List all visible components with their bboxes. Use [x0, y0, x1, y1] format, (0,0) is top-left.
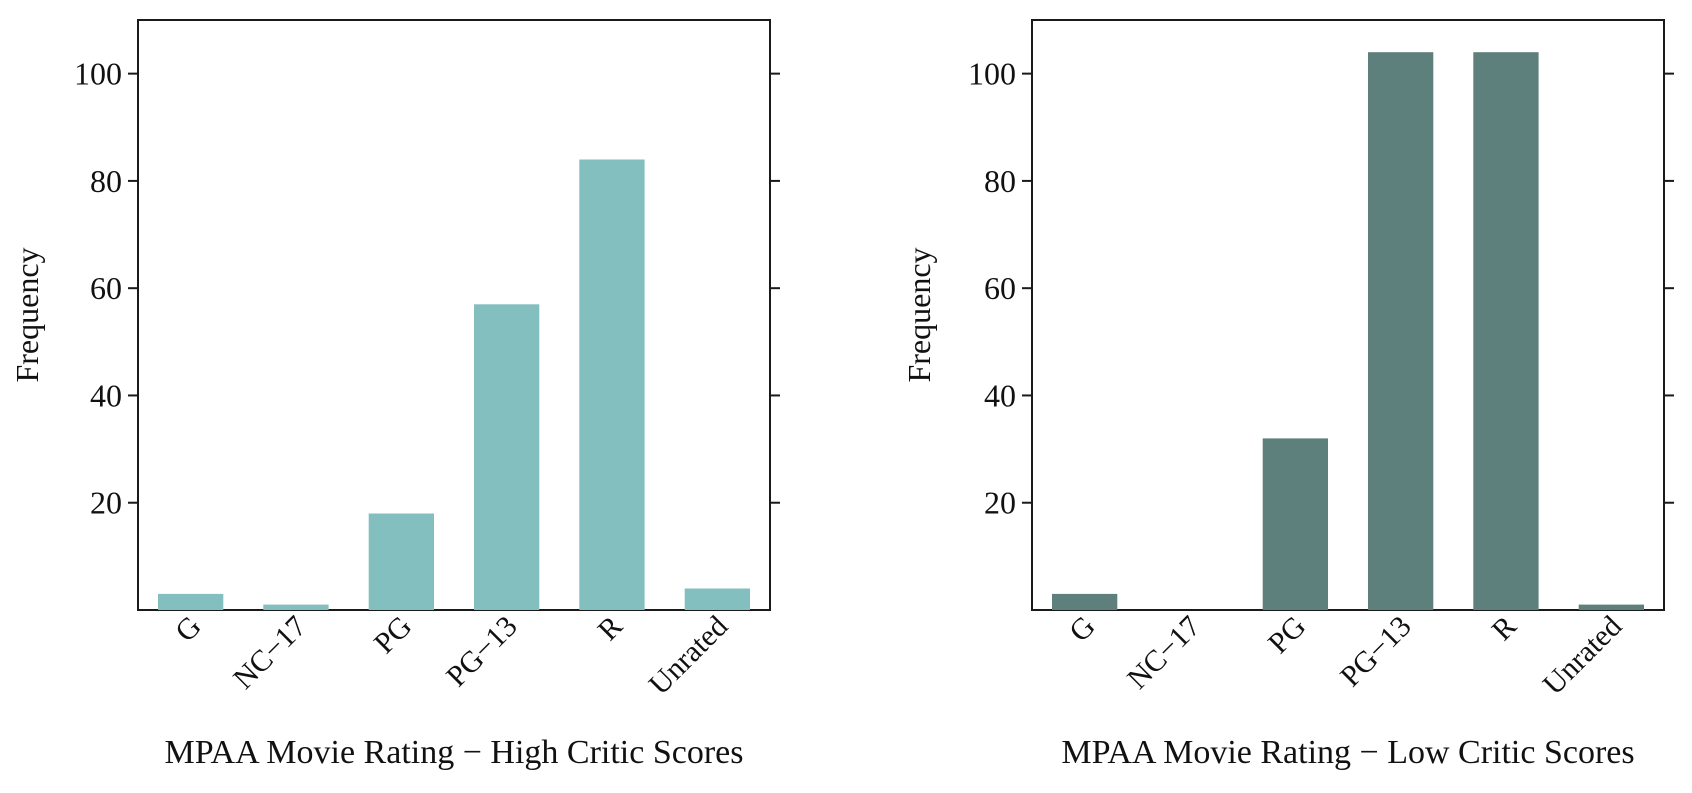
bar-3 [474, 304, 540, 610]
x-tick-label-2: PG [368, 610, 418, 660]
x-tick-label-0: G [1063, 610, 1102, 649]
x-tick-label-5: Unrated [643, 610, 735, 702]
x-tick-label-3: PG−13 [1334, 610, 1418, 694]
y-axis-label: Frequency [9, 247, 45, 382]
bar-4 [1473, 52, 1539, 610]
x-tick-label-0: G [169, 610, 208, 649]
bar-2 [1262, 438, 1328, 610]
x-tick-label-4: R [1485, 610, 1522, 647]
chart-panel-low-critic: G NC−17 PG PG−13 R Unrated 20 40 60 80 100 Frequenc… [901, 19, 1674, 771]
chart-panel-high-critic: G NC−17 PG PG−13 R Unrated 20 40 60 80 100 Frequenc… [9, 19, 780, 771]
y-tick-label-4: 100 [968, 56, 1016, 92]
x-axis-label: MPAA Movie Rating − Low Critic Scores [1061, 734, 1634, 771]
y-tick-label-2: 60 [90, 270, 122, 306]
bar-0 [1052, 593, 1118, 610]
x-tick-label-2: PG [1262, 610, 1312, 660]
bar-1 [263, 604, 329, 610]
x-tick-label-5: Unrated [1537, 610, 1629, 702]
y-tick-label-1: 40 [984, 377, 1016, 413]
x-axis-label: MPAA Movie Rating − High Critic Scores [165, 734, 744, 771]
bar-5 [684, 588, 750, 610]
y-tick-label-3: 80 [90, 163, 122, 199]
x-tick-label-4: R [591, 610, 628, 647]
y-axis-label: Frequency [901, 247, 937, 382]
y-tick-label-0: 20 [984, 485, 1016, 521]
y-tick-label-0: 20 [90, 485, 122, 521]
bar-5 [1578, 604, 1644, 610]
y-tick-label-4: 100 [74, 56, 122, 92]
bar-0 [158, 593, 224, 610]
y-tick-label-3: 80 [984, 163, 1016, 199]
plot-frame [1031, 19, 1665, 611]
plot-frame [137, 19, 771, 611]
y-tick-label-2: 60 [984, 270, 1016, 306]
x-tick-label-1: NC−17 [227, 610, 313, 696]
bar-3 [1368, 52, 1434, 610]
y-tick-label-1: 40 [90, 377, 122, 413]
x-tick-label-3: PG−13 [440, 610, 524, 694]
bar-2 [368, 513, 434, 610]
x-tick-label-1: NC−17 [1121, 610, 1207, 696]
bar-4 [579, 159, 645, 610]
